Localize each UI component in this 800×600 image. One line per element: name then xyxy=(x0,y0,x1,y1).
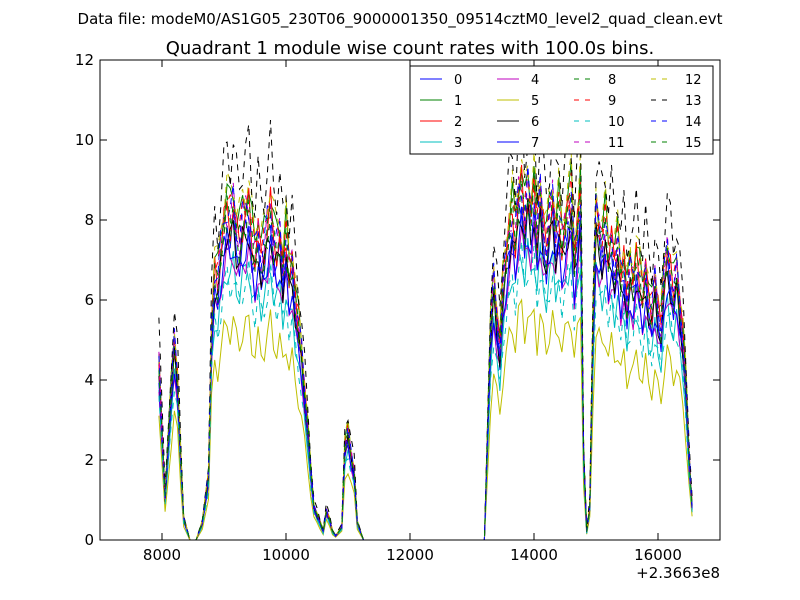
legend-label-8: 8 xyxy=(608,73,616,88)
legend-label-14: 14 xyxy=(685,115,702,130)
legend-box xyxy=(409,65,714,155)
series-line-12 xyxy=(158,149,693,540)
x-tick-label: 8000 xyxy=(143,546,181,564)
x-tick-label: 16000 xyxy=(634,546,682,564)
legend-label-6: 6 xyxy=(531,115,539,130)
series-line-15 xyxy=(158,175,693,540)
chart-title: Quadrant 1 module wise count rates with … xyxy=(166,38,655,59)
x-offset-label: +2.3663e8 xyxy=(636,564,720,582)
legend-label-13: 13 xyxy=(685,94,702,109)
series-line-3 xyxy=(158,238,693,540)
series-line-5 xyxy=(158,298,693,540)
series-line-14 xyxy=(158,165,693,540)
series-line-10 xyxy=(158,240,693,540)
legend-label-0: 0 xyxy=(454,73,462,88)
chart-suptitle: Data file: modeM0/AS1G05_230T06_90000013… xyxy=(78,10,723,29)
legend-label-4: 4 xyxy=(531,73,539,88)
y-tick-label: 2 xyxy=(84,451,94,469)
y-tick-label: 0 xyxy=(84,531,94,549)
legend-label-7: 7 xyxy=(531,136,539,151)
x-tick-label: 10000 xyxy=(262,546,310,564)
legend-label-9: 9 xyxy=(608,94,616,109)
y-tick-label: 10 xyxy=(75,131,94,149)
legend-label-15: 15 xyxy=(685,136,702,151)
series-line-1 xyxy=(158,161,693,540)
y-tick-label: 8 xyxy=(84,211,94,229)
x-tick-label: 14000 xyxy=(510,546,558,564)
legend-label-2: 2 xyxy=(454,115,462,130)
legend-label-11: 11 xyxy=(608,136,625,151)
legend-label-3: 3 xyxy=(454,136,462,151)
legend-label-10: 10 xyxy=(608,115,625,130)
legend-label-1: 1 xyxy=(454,94,462,109)
x-tick-label: 12000 xyxy=(386,546,434,564)
y-tick-label: 6 xyxy=(84,291,94,309)
y-tick-label: 12 xyxy=(75,51,94,69)
y-tick-label: 4 xyxy=(84,371,94,389)
legend-label-12: 12 xyxy=(685,73,702,88)
series-layer xyxy=(158,96,693,540)
legend-label-5: 5 xyxy=(531,94,539,109)
series-line-2 xyxy=(158,164,693,540)
series-line-13 xyxy=(158,96,693,540)
